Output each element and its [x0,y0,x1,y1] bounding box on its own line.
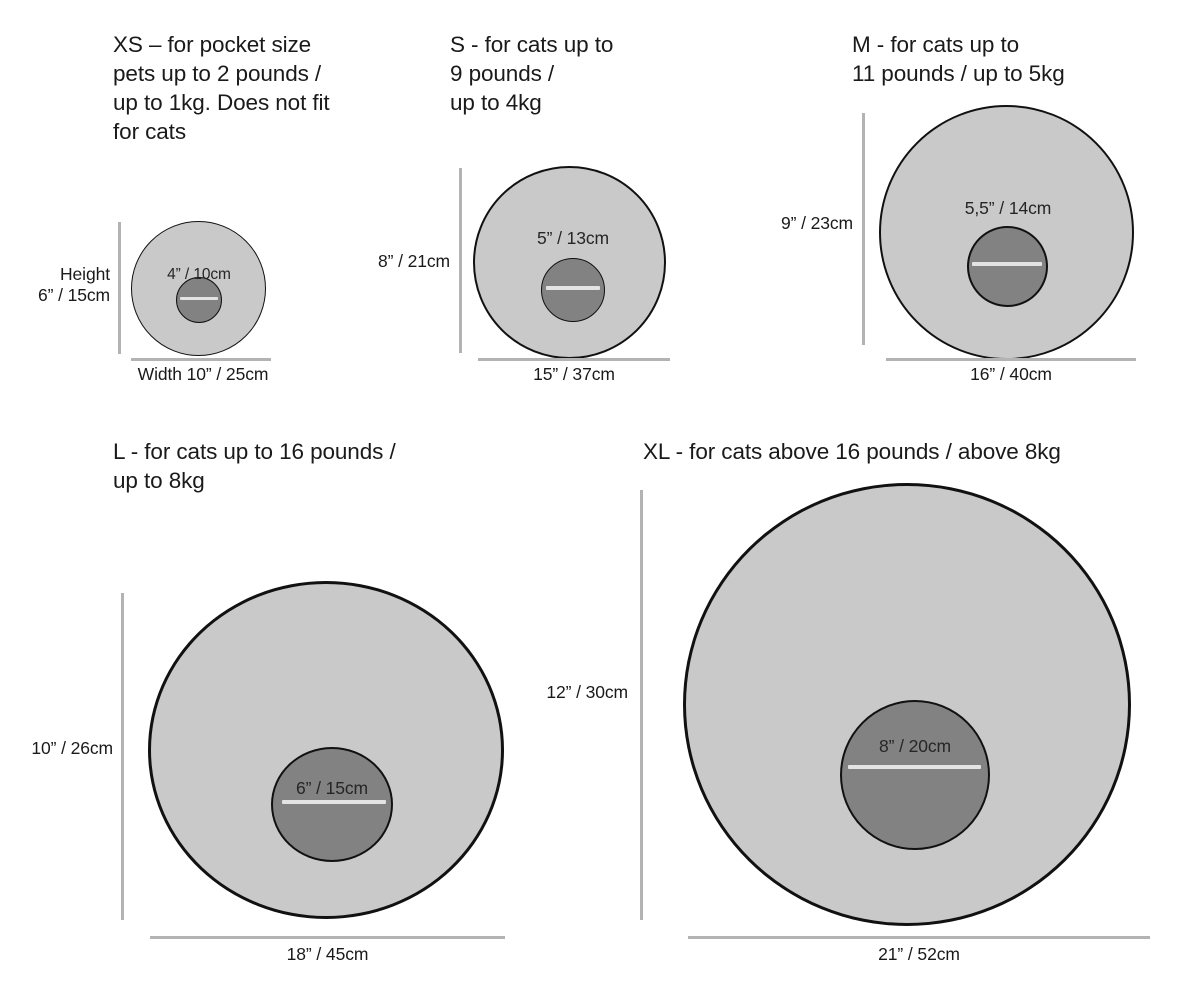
width-dimension-line-m [886,358,1136,361]
width-label-xl: 21” / 52cm [878,944,960,964]
inner-dimension-label-m: 5,5” / 14cm [964,198,1052,218]
size-title-s: S - for cats up to 9 pounds / up to 4kg [450,32,614,115]
height-label-xl: 12” / 30cm [546,682,628,702]
bed-inner-circle-s [541,258,605,322]
height-label-s: 8” / 21cm [377,251,450,271]
inner-diameter-rule-xs [180,297,218,300]
height-dimension-line-m [862,113,865,345]
bed-inner-circle-m [967,226,1048,307]
inner-dimension-label-xs: 4” / 10cm [167,266,231,283]
width-label-l: 18” / 45cm [286,944,369,964]
height-dimension-line-l [121,593,124,920]
bed-inner-circle-l [271,747,393,862]
height-dimension-line-xs [118,222,121,354]
inner-diameter-rule-s [546,286,600,290]
inner-dimension-label-l: 6” / 15cm [295,778,369,798]
size-title-l: L - for cats up to 16 pounds / up to 8kg [113,439,396,493]
height-dimension-line-xl [640,490,643,920]
width-dimension-line-s [478,358,670,361]
bed-inner-circle-xl [840,700,990,850]
inner-dimension-label-s: 5” / 13cm [536,228,610,248]
size-title-xs: XS – for pocket size pets up to 2 pounds… [113,32,330,144]
inner-diameter-rule-l [282,800,386,804]
inner-diameter-rule-m [972,262,1042,266]
width-dimension-line-xl [688,936,1150,939]
height-label-l: 10” / 26cm [31,738,113,758]
size-title-xl: XL - for cats above 16 pounds / above 8k… [643,439,1061,464]
height-label-m: 9” / 23cm [780,213,853,233]
height-dimension-line-s [459,168,462,353]
width-dimension-line-l [150,936,505,939]
width-dimension-line-xs [131,358,271,361]
width-label-xs: Width 10” / 25cm [137,364,269,384]
width-label-m: 16” / 40cm [970,364,1052,384]
width-label-s: 15” / 37cm [533,364,615,384]
inner-diameter-rule-xl [848,765,981,769]
height-label-xs: Height 6” / 15cm [37,264,110,305]
size-title-m: M - for cats up to 11 pounds / up to 5kg [852,32,1065,86]
bed-inner-circle-xs [176,277,222,323]
inner-dimension-label-xl: 8” / 20cm [878,736,952,756]
